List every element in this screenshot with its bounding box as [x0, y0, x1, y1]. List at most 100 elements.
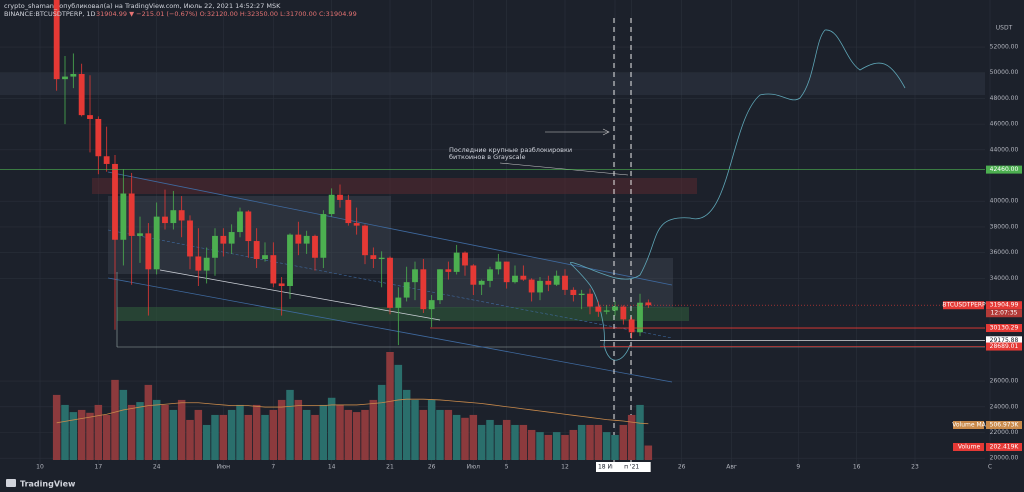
marks — [52, 0, 653, 460]
candle-body — [620, 306, 627, 320]
countdown-tag — [986, 309, 1022, 318]
y-tick-label: 38000.00 — [990, 223, 1019, 230]
candle-body — [437, 269, 443, 301]
candle-body — [212, 235, 218, 258]
volume-bar — [544, 434, 553, 460]
y-tick-label: 20000.00 — [990, 455, 1019, 462]
x-tick-label: 5 — [505, 464, 509, 471]
indicator-tag — [986, 421, 1022, 429]
annotation: биткоинов в Grayscale — [449, 153, 525, 161]
volume-bar — [211, 414, 219, 460]
volume-bar — [602, 432, 611, 460]
candle-body — [503, 261, 510, 283]
x-tick-label: 12 — [561, 464, 569, 471]
candle-body — [312, 235, 318, 258]
volume-bar — [577, 424, 586, 460]
volume-ma — [56, 398, 649, 425]
volume-bar — [536, 432, 544, 460]
volume-bar — [611, 434, 619, 460]
candle-body — [412, 269, 418, 283]
candle-body — [528, 279, 535, 293]
volume-bar — [127, 404, 136, 460]
indicator-tag-name: Volume MA — [952, 422, 986, 429]
candle-body — [87, 115, 93, 119]
price-tag-label: 29175.88 — [990, 337, 1019, 344]
volume-bar — [52, 394, 61, 460]
x-tick-label: 10 — [36, 464, 44, 471]
volume-bar — [69, 412, 78, 460]
candle-body — [587, 293, 593, 307]
volume-bar — [519, 424, 528, 460]
indicator-tag — [986, 443, 1022, 451]
y-tick-label: 48000.00 — [990, 95, 1019, 102]
volume-bar — [161, 404, 169, 460]
quote: 31904.99 ▼ −215.01 (−0.67%) O:32120.00 H… — [96, 10, 357, 18]
currency: USDT — [996, 25, 1013, 32]
candle-body — [462, 252, 468, 266]
volume-bar — [311, 414, 319, 460]
candle-body — [645, 302, 652, 306]
candle-body — [478, 280, 485, 285]
price-tag — [986, 301, 1022, 310]
volume-bar — [294, 399, 303, 460]
candle-body — [637, 302, 643, 333]
candle-body — [487, 269, 493, 281]
x-tick-label: 21 — [386, 464, 394, 471]
indicator-tag — [953, 443, 984, 451]
volume-bar — [152, 399, 161, 460]
volume-bar — [344, 409, 353, 460]
candle-body — [578, 293, 585, 296]
y-tick-label: 24000.00 — [990, 403, 1019, 410]
x-tick-label: 23 — [911, 464, 919, 471]
candle-body — [303, 235, 310, 244]
candle-body — [562, 275, 568, 290]
price-tag-label: 31904.99 — [990, 302, 1019, 309]
volume-bar — [494, 424, 503, 460]
y-tick-label: 26000.00 — [990, 378, 1019, 385]
candle-body — [470, 265, 477, 285]
candle-body — [428, 300, 435, 310]
candle-body — [270, 255, 277, 284]
candle-body — [237, 211, 243, 233]
volume-bar — [236, 404, 244, 460]
candle-body — [137, 233, 143, 236]
volume-bar — [552, 432, 561, 460]
symbol: BINANCE:BTCUSDTPERP, 1D — [4, 10, 96, 18]
footer — [0, 475, 1024, 492]
brand: TradingView — [20, 480, 76, 489]
candle-body — [178, 210, 185, 221]
candle-body — [337, 194, 343, 200]
candle-body — [612, 306, 618, 311]
candle-body — [128, 193, 135, 236]
x-tick-label: 14 — [328, 464, 336, 471]
volume-bar — [469, 414, 478, 460]
volume-bar — [352, 412, 361, 460]
x-tick-label: 24 — [153, 464, 161, 471]
volume-bar — [461, 417, 469, 460]
candle-body — [570, 289, 577, 296]
volume-bar — [427, 399, 436, 460]
arrow-head — [602, 128, 610, 136]
candle-body — [362, 225, 368, 256]
volume-bar — [177, 399, 186, 460]
volume-bar — [436, 409, 444, 460]
logo — [6, 479, 16, 487]
price-tag — [986, 342, 1022, 351]
annotation: Последние крупные разблокировки — [449, 146, 572, 154]
volume-bar — [561, 434, 569, 460]
volume-bar — [627, 414, 636, 460]
projection — [603, 344, 631, 361]
volume-bar — [644, 445, 653, 460]
volume-bar — [502, 419, 511, 460]
price-tag-label: 30130.29 — [990, 325, 1019, 332]
indicator-tag — [953, 421, 984, 429]
candle-body — [453, 252, 460, 272]
volume-bar — [186, 419, 194, 460]
projection — [570, 29, 906, 346]
candle-body — [603, 310, 610, 312]
candle-body — [95, 118, 102, 157]
indicator-tag-label: 506.973K — [990, 422, 1020, 429]
x-tick-label: 7 — [271, 464, 275, 471]
volume-bar — [386, 352, 394, 460]
volume-bar — [261, 414, 269, 460]
